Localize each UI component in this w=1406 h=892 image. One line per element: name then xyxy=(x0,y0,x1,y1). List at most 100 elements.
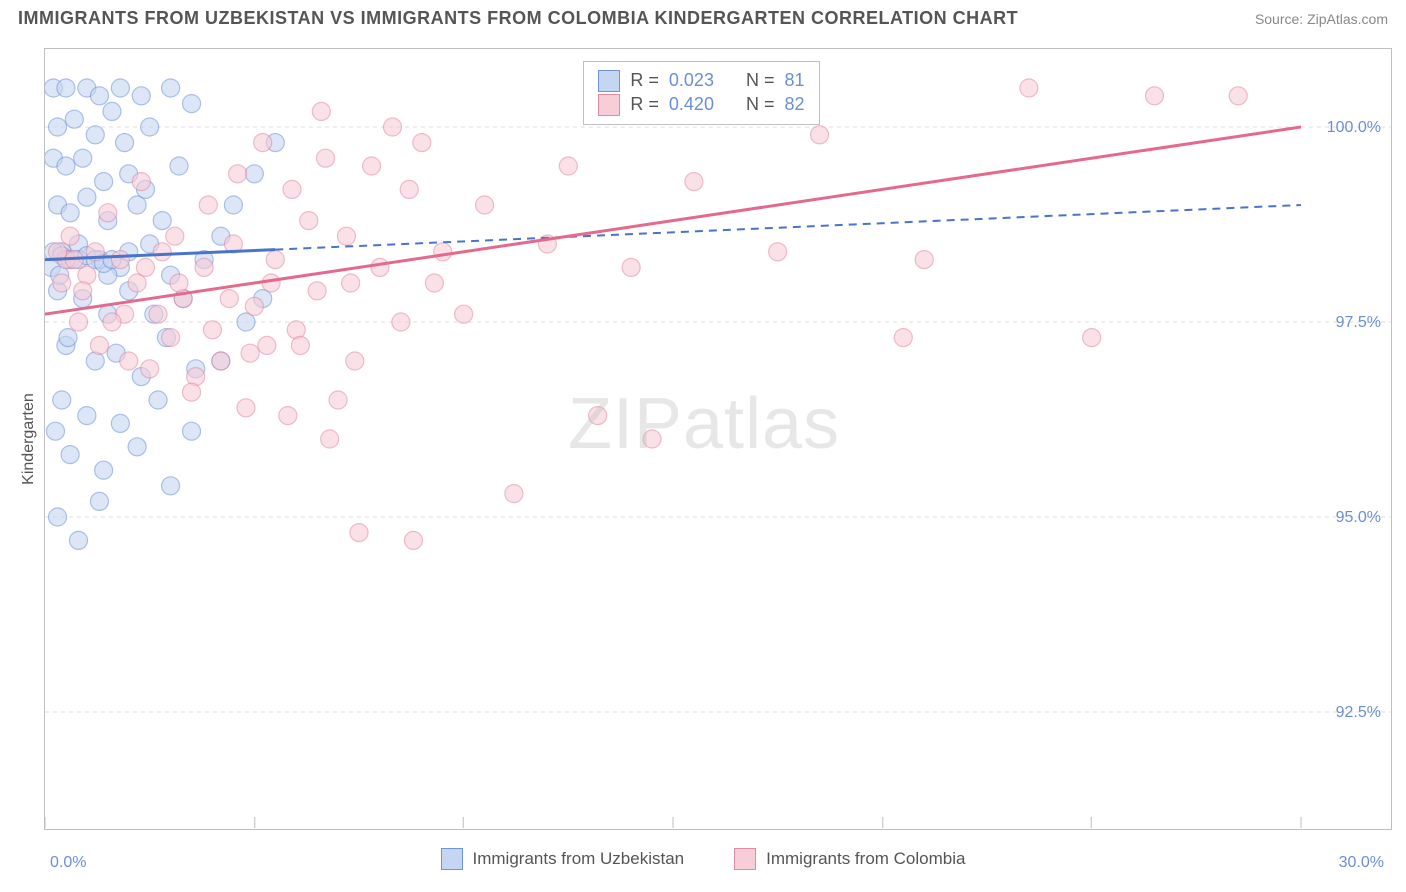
stats-n-label: N = xyxy=(746,94,775,115)
uzbekistan-point xyxy=(95,173,113,191)
colombia-point xyxy=(308,282,326,300)
colombia-point xyxy=(61,227,79,245)
uzbekistan-point xyxy=(61,446,79,464)
colombia-point xyxy=(132,173,150,191)
legend-label: Immigrants from Uzbekistan xyxy=(473,849,685,869)
uzbekistan-point xyxy=(57,157,75,175)
colombia-point xyxy=(53,274,71,292)
colombia-point xyxy=(559,157,577,175)
uzbekistan-point xyxy=(111,79,129,97)
uzbekistan-point xyxy=(162,79,180,97)
colombia-point xyxy=(434,243,452,261)
uzbekistan-point xyxy=(49,118,67,136)
colombia-point xyxy=(245,297,263,315)
colombia-point xyxy=(371,258,389,276)
colombia-point xyxy=(69,313,87,331)
uzbekistan-point xyxy=(183,422,201,440)
uzbekistan-point xyxy=(149,391,167,409)
colombia-point xyxy=(300,212,318,230)
uzbekistan-point xyxy=(128,196,146,214)
colombia-point xyxy=(283,180,301,198)
colombia-point xyxy=(203,321,221,339)
colombia-point xyxy=(258,336,276,354)
stats-row: R = 0.420 N = 82 xyxy=(598,94,804,116)
colombia-point xyxy=(220,290,238,308)
chart-title: IMMIGRANTS FROM UZBEKISTAN VS IMMIGRANTS… xyxy=(18,8,1018,29)
colombia-point xyxy=(120,352,138,370)
colombia-point xyxy=(425,274,443,292)
colombia-point xyxy=(237,399,255,417)
colombia-point xyxy=(199,196,217,214)
colombia-point xyxy=(622,258,640,276)
stats-row: R = 0.023 N = 81 xyxy=(598,70,804,92)
colombia-point xyxy=(894,329,912,347)
colombia-point xyxy=(413,134,431,152)
source-label: Source: ZipAtlas.com xyxy=(1255,11,1388,27)
uzbekistan-point xyxy=(69,531,87,549)
uzbekistan-point xyxy=(59,329,77,347)
legend-swatch xyxy=(734,848,756,870)
stats-n-value: 81 xyxy=(784,70,804,91)
y-grid-label: 97.5% xyxy=(1336,314,1381,331)
colombia-point xyxy=(383,118,401,136)
stats-n-label: N = xyxy=(746,70,775,91)
y-grid-label: 92.5% xyxy=(1336,704,1381,721)
colombia-point xyxy=(153,243,171,261)
uzbekistan-point xyxy=(245,165,263,183)
stats-r-value: 0.420 xyxy=(669,94,714,115)
y-grid-label: 100.0% xyxy=(1327,119,1381,136)
colombia-point xyxy=(769,243,787,261)
uzbekistan-point xyxy=(170,157,188,175)
colombia-point xyxy=(291,336,309,354)
uzbekistan-point xyxy=(49,508,67,526)
colombia-point xyxy=(241,344,259,362)
uzbekistan-point xyxy=(78,188,96,206)
colombia-point xyxy=(350,524,368,542)
colombia-point xyxy=(111,251,129,269)
legend-label: Immigrants from Colombia xyxy=(766,849,965,869)
uzbekistan-point xyxy=(111,414,129,432)
uzbekistan-point xyxy=(90,492,108,510)
colombia-point xyxy=(915,251,933,269)
colombia-point xyxy=(685,173,703,191)
uzbekistan-point xyxy=(116,134,134,152)
uzbekistan-point xyxy=(183,95,201,113)
uzbekistan-point xyxy=(46,422,64,440)
colombia-point xyxy=(195,258,213,276)
colombia-point xyxy=(312,102,330,120)
uzbekistan-point xyxy=(103,102,121,120)
colombia-point xyxy=(643,430,661,448)
uzbekistan-point xyxy=(224,196,242,214)
colombia-point xyxy=(99,204,117,222)
colombia-point xyxy=(1083,329,1101,347)
colombia-point xyxy=(279,407,297,425)
colombia-point xyxy=(74,282,92,300)
uzbekistan-point xyxy=(141,118,159,136)
colombia-point xyxy=(183,383,201,401)
colombia-point xyxy=(392,313,410,331)
stats-r-value: 0.023 xyxy=(669,70,714,91)
colombia-point xyxy=(400,180,418,198)
colombia-point xyxy=(342,274,360,292)
stats-swatch xyxy=(598,70,620,92)
colombia-point xyxy=(337,227,355,245)
colombia-point xyxy=(363,157,381,175)
colombia-point xyxy=(141,360,159,378)
y-axis-label-wrap: Kindergarten xyxy=(14,0,44,830)
stats-box: R = 0.023 N = 81 R = 0.420 N = 82 xyxy=(583,61,819,125)
stats-swatch xyxy=(598,94,620,116)
colombia-point xyxy=(476,196,494,214)
colombia-point xyxy=(1020,79,1038,97)
colombia-point xyxy=(162,329,180,347)
colombia-point xyxy=(229,165,247,183)
colombia-point xyxy=(90,336,108,354)
colombia-point xyxy=(404,531,422,549)
colombia-point xyxy=(136,258,154,276)
colombia-point xyxy=(329,391,347,409)
plot-svg: 92.5%95.0%97.5%100.0% xyxy=(45,49,1391,829)
uzbekistan-point xyxy=(90,87,108,105)
uzbekistan-point xyxy=(95,461,113,479)
colombia-point xyxy=(166,227,184,245)
colombia-point xyxy=(212,352,230,370)
uzbekistan-point xyxy=(53,391,71,409)
